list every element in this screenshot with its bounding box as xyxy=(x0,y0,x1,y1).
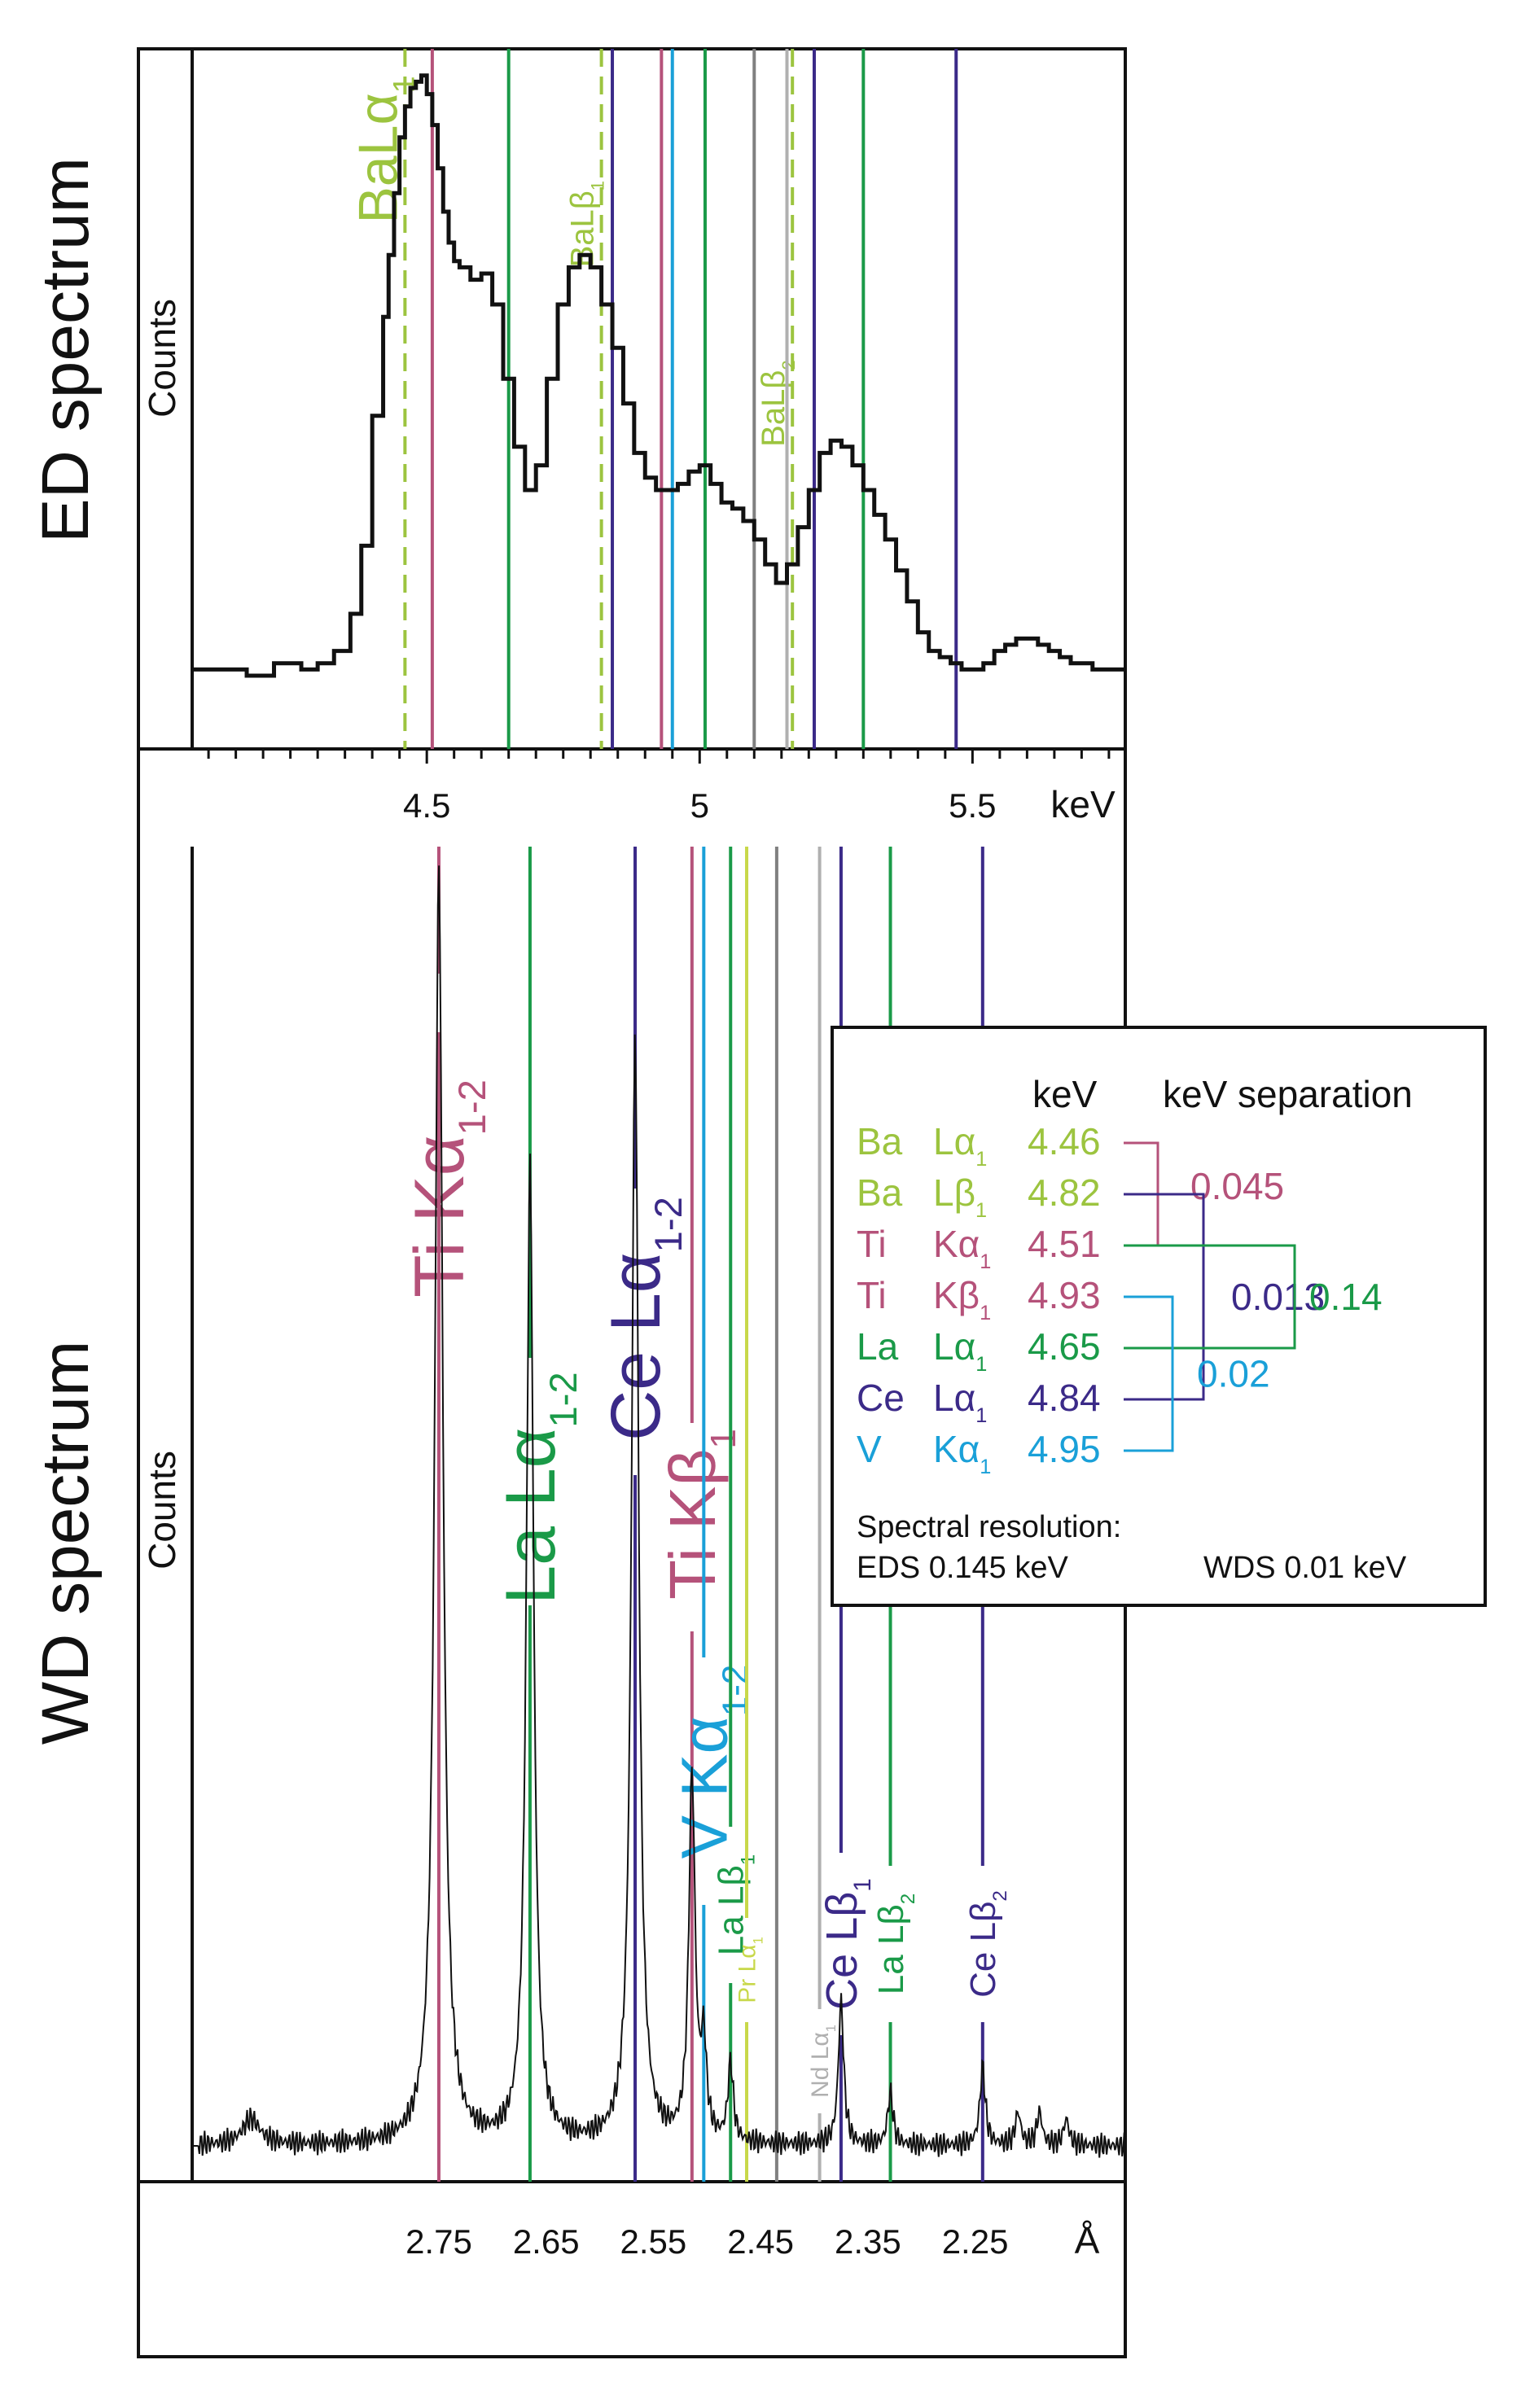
wd-label-CeLb1: Ce Lβ1 xyxy=(817,1878,876,2010)
legend-row-element: Ti xyxy=(857,1223,887,1265)
wd-tick-label: 2.75 xyxy=(405,2222,472,2261)
legend-row-line: Lβ1 xyxy=(933,1171,987,1222)
legend-row-line: Kβ1 xyxy=(933,1274,991,1324)
wd-label-CeLa: Ce Lα1-2 xyxy=(597,1197,690,1441)
legend-bracket xyxy=(1124,1244,1296,1350)
legend-header-separation: keV separation xyxy=(1163,1073,1413,1115)
legend-bracket xyxy=(1124,1295,1174,1452)
legend-row-element: La xyxy=(857,1325,899,1368)
legend-row-kev: 4.51 xyxy=(1028,1223,1101,1265)
wd-label-VKa: V Kα1-2 xyxy=(668,1665,755,1859)
wd-label-CeLb2: Ce Lβ2 xyxy=(963,1890,1011,1998)
legend-row-element: Ba xyxy=(857,1120,903,1162)
legend-row-line: Lα1 xyxy=(933,1377,987,1427)
legend-row-kev: 4.84 xyxy=(1028,1377,1101,1419)
wd-spectrum-title: WD spectrum xyxy=(28,1341,103,1745)
wd-tick-label: 2.45 xyxy=(727,2222,794,2261)
ed-label-BaLb2: BaLβ2 xyxy=(756,360,799,446)
legend-row-line: Lα1 xyxy=(933,1120,987,1171)
ed-tick-label: 5.5 xyxy=(949,786,996,825)
legend-resolution-eds: EDS 0.145 keV xyxy=(857,1551,1068,1585)
ed-y-label: Counts xyxy=(141,299,183,418)
legend-rows: Ba Lα1 4.46 Ba Lβ1 4.82 Ti Kα1 4.51 Ti Kβ1 4.93 La Lα… xyxy=(857,1120,1101,1478)
ed-spectrum-curve xyxy=(192,73,1125,678)
wd-label-LaLb1: La Lβ1 xyxy=(712,1854,760,1955)
legend-bracket xyxy=(1124,1193,1205,1401)
legend-row-element: V xyxy=(857,1428,882,1470)
wd-spectrum-curve xyxy=(192,865,1126,2158)
wd-label-LaLa: La Lα1-2 xyxy=(492,1372,585,1604)
legend-row-kev: 4.93 xyxy=(1028,1274,1101,1316)
ed-panel: Counts BaLα1BaLβ1BaLβ2 4.555.5 keV xyxy=(138,49,1125,843)
ed-tick-label: 5 xyxy=(690,786,709,825)
wd-label-TiKb: Ti Kβ1 xyxy=(656,1429,743,1600)
ed-tick-label: 4.5 xyxy=(403,786,450,825)
legend-row-kev: 4.46 xyxy=(1028,1120,1101,1162)
legend-resolution-title: Spectral resolution: xyxy=(857,1510,1121,1544)
wd-label-NdLa: Nd Lα1 xyxy=(807,2025,839,2098)
legend-header-kev: keV xyxy=(1032,1073,1098,1115)
legend-resolution-wds: WDS 0.01 keV xyxy=(1203,1551,1407,1585)
legend-row-kev: 4.65 xyxy=(1028,1325,1101,1368)
ed-tick-labels: 4.5 5 5.5 xyxy=(140,769,1124,843)
wd-label-TiKa: Ti Kα1-2 xyxy=(401,1079,494,1298)
wd-tick-label: 2.25 xyxy=(942,2222,1009,2261)
legend-separation-value: 0.02 xyxy=(1197,1353,1270,1395)
wd-label-LaLb2: La Lβ2 xyxy=(871,1894,919,1994)
legend-separation-value: 0.14 xyxy=(1309,1276,1383,1318)
legend-box: keV keV separation Ba Lα1 4.46 Ba Lβ1 4.82 Ti K… xyxy=(831,1026,1487,1607)
legend-row-element: Ti xyxy=(857,1274,887,1316)
wd-y-label: Counts xyxy=(141,1451,183,1570)
ed-spectrum-title: ED spectrum xyxy=(28,157,103,543)
wd-tick-labels: 2.75 2.65 2.55 2.45 2.35 2.25 xyxy=(405,2222,1008,2261)
wd-tick-label: 2.65 xyxy=(513,2222,580,2261)
legend-row-kev: 4.82 xyxy=(1028,1171,1101,1214)
ed-x-unit-label: keV xyxy=(1050,783,1116,825)
legend-row-element: Ba xyxy=(857,1171,903,1214)
ed-tick-label-band xyxy=(140,769,1124,843)
legend-row-kev: 4.95 xyxy=(1028,1428,1101,1470)
ed-ticks xyxy=(207,749,1111,764)
legend-separation-value: 0.013 xyxy=(1231,1276,1325,1318)
legend-row-line: Lα1 xyxy=(933,1325,987,1376)
wd-label-PrLa: Pr Lα1 xyxy=(734,1937,766,2003)
wd-x-unit-label: Å xyxy=(1075,2219,1100,2261)
wd-tick-label: 2.55 xyxy=(620,2222,687,2261)
legend-row-line: Kα1 xyxy=(933,1428,991,1478)
legend-separation-value: 0.045 xyxy=(1190,1165,1284,1207)
legend-row-element: Ce xyxy=(857,1377,905,1419)
legend-frame xyxy=(831,1026,1487,1607)
wd-tick-label: 2.35 xyxy=(835,2222,901,2261)
legend-row-line: Kα1 xyxy=(933,1223,991,1273)
